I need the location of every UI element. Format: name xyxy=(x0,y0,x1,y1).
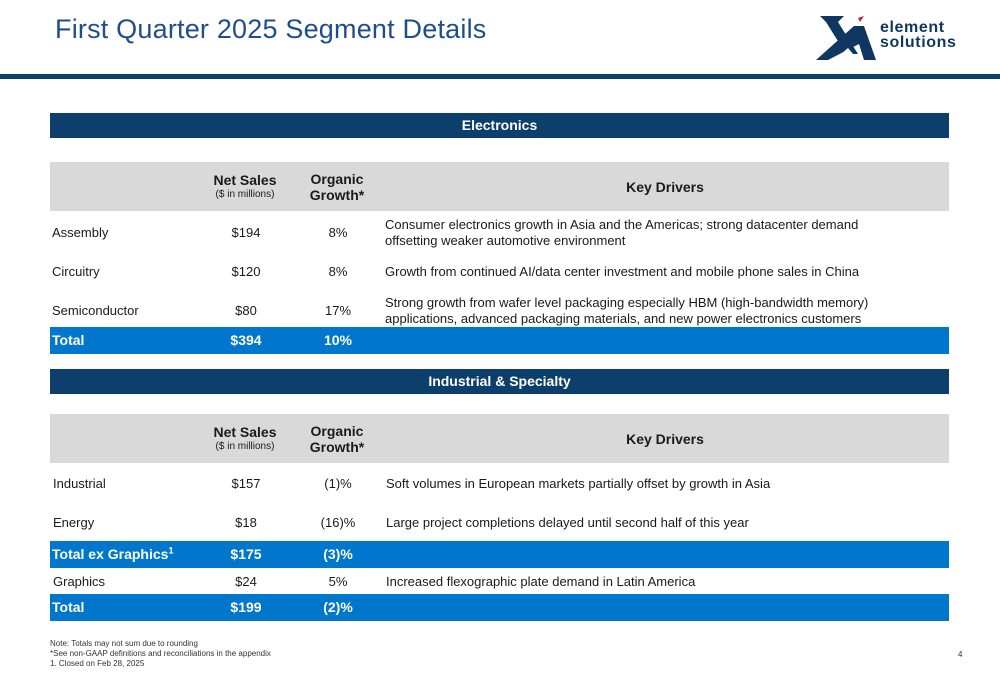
total-net-sales: $394 xyxy=(230,332,262,348)
table-row: Assembly $194 8% Consumer electronics gr… xyxy=(50,217,949,251)
total-organic-growth: (2)% xyxy=(323,599,353,615)
net-sales-value: $80 xyxy=(235,303,257,318)
logo-mark-icon xyxy=(816,16,876,60)
table-row: Graphics $24 5% Increased flexographic p… xyxy=(50,574,949,594)
subtotal-net-sales: $175 xyxy=(230,546,262,562)
subtotal-organic-growth: (3)% xyxy=(323,546,353,562)
electronics-total-row: Total $394 10% xyxy=(50,327,949,354)
col-header-net-sales: Net Sales ($ in millions) xyxy=(195,425,295,453)
organic-growth-value: (1)% xyxy=(324,476,352,491)
organic-growth-value: 17% xyxy=(324,303,352,318)
segment-name: Industrial xyxy=(53,476,106,491)
key-driver-text: Consumer electronics growth in Asia and … xyxy=(385,217,945,249)
col-header-organic-line2: Growth* xyxy=(309,439,365,455)
industrial-subtotal-row: Total ex Graphics1 $175 (3)% xyxy=(50,541,949,568)
table-row: Semiconductor $80 17% Strong growth from… xyxy=(50,294,949,328)
segment-name: Circuitry xyxy=(52,264,100,279)
segment-name: Semiconductor xyxy=(52,303,139,318)
company-logo: element solutions xyxy=(814,16,974,62)
subtotal-label: Total ex Graphics1 xyxy=(52,546,173,562)
table-row: Industrial $157 (1)% Soft volumes in Eur… xyxy=(50,476,949,496)
col-header-organic-line1: Organic xyxy=(310,423,364,439)
logo-text-line1: element xyxy=(880,19,945,36)
key-driver-line: applications, advanced packaging materia… xyxy=(385,311,862,326)
key-driver-text: Strong growth from wafer level packaging… xyxy=(385,295,945,327)
key-driver-line: Consumer electronics growth in Asia and … xyxy=(385,217,859,232)
col-header-key-drivers: Key Drivers xyxy=(626,179,704,195)
col-header-organic-line2: Growth* xyxy=(309,187,365,203)
organic-growth-value: 8% xyxy=(328,264,348,279)
page-title: First Quarter 2025 Segment Details xyxy=(55,14,487,44)
col-header-net-sales: Net Sales ($ in millions) xyxy=(195,173,295,201)
organic-growth-value: 8% xyxy=(328,225,348,240)
footnotes: Note: Totals may not sum due to rounding… xyxy=(50,639,271,669)
key-driver-line: Strong growth from wafer level packaging… xyxy=(385,295,869,310)
net-sales-value: $24 xyxy=(235,574,257,589)
industrial-total-row: Total $199 (2)% xyxy=(50,594,949,621)
page-number: 4 xyxy=(958,650,963,659)
header-divider xyxy=(0,74,1000,79)
table-row: Energy $18 (16)% Large project completio… xyxy=(50,515,949,535)
net-sales-value: $194 xyxy=(231,225,261,240)
footnote-line: Note: Totals may not sum due to rounding xyxy=(50,639,198,648)
footnote-marker: 1 xyxy=(168,545,174,556)
net-sales-value: $157 xyxy=(231,476,261,491)
organic-growth-value: 5% xyxy=(328,574,348,589)
section-bar-industrial-specialty: Industrial & Specialty xyxy=(50,369,949,394)
footnote-line: *See non-GAAP definitions and reconcilia… xyxy=(50,649,271,658)
col-header-organic-growth: Organic Growth* xyxy=(297,423,377,455)
organic-growth-value: (16)% xyxy=(320,515,356,530)
key-driver-text: Large project completions delayed until … xyxy=(386,515,749,530)
key-driver-text: Increased flexographic plate demand in L… xyxy=(386,574,696,589)
segment-name: Graphics xyxy=(53,574,106,589)
net-sales-value: $18 xyxy=(235,515,257,530)
total-net-sales: $199 xyxy=(230,599,262,615)
total-label: Total xyxy=(52,599,85,615)
key-driver-text: Soft volumes in European markets partial… xyxy=(386,476,771,491)
col-header-net-sales-label: Net Sales xyxy=(213,424,277,440)
segment-name: Assembly xyxy=(52,225,109,240)
col-header-organic-growth: Organic Growth* xyxy=(297,171,377,203)
key-driver-line: offsetting weaker automotive environment xyxy=(385,233,626,248)
subtotal-label-text: Total ex Graphics xyxy=(52,546,169,562)
table-row: Circuitry $120 8% Growth from continued … xyxy=(50,262,949,282)
col-header-organic-line1: Organic xyxy=(310,171,364,187)
electronics-table-header: Net Sales ($ in millions) Organic Growth… xyxy=(50,162,949,211)
col-header-key-drivers: Key Drivers xyxy=(626,431,704,447)
key-driver-text: Growth from continued AI/data center inv… xyxy=(385,264,860,279)
section-bar-electronics: Electronics xyxy=(50,113,949,138)
segment-name: Energy xyxy=(53,515,95,530)
total-label: Total xyxy=(52,332,85,348)
total-organic-growth: 10% xyxy=(323,332,353,348)
industrial-table-header: Net Sales ($ in millions) Organic Growth… xyxy=(50,414,949,463)
col-header-net-sales-label: Net Sales xyxy=(213,172,277,188)
footnote-line: 1. Closed on Feb 28, 2025 xyxy=(50,659,145,668)
net-sales-value: $120 xyxy=(231,264,261,279)
logo-text-line2: solutions xyxy=(880,34,957,51)
col-header-net-sales-unit: ($ in millions) xyxy=(215,441,275,452)
col-header-net-sales-unit: ($ in millions) xyxy=(215,189,275,200)
